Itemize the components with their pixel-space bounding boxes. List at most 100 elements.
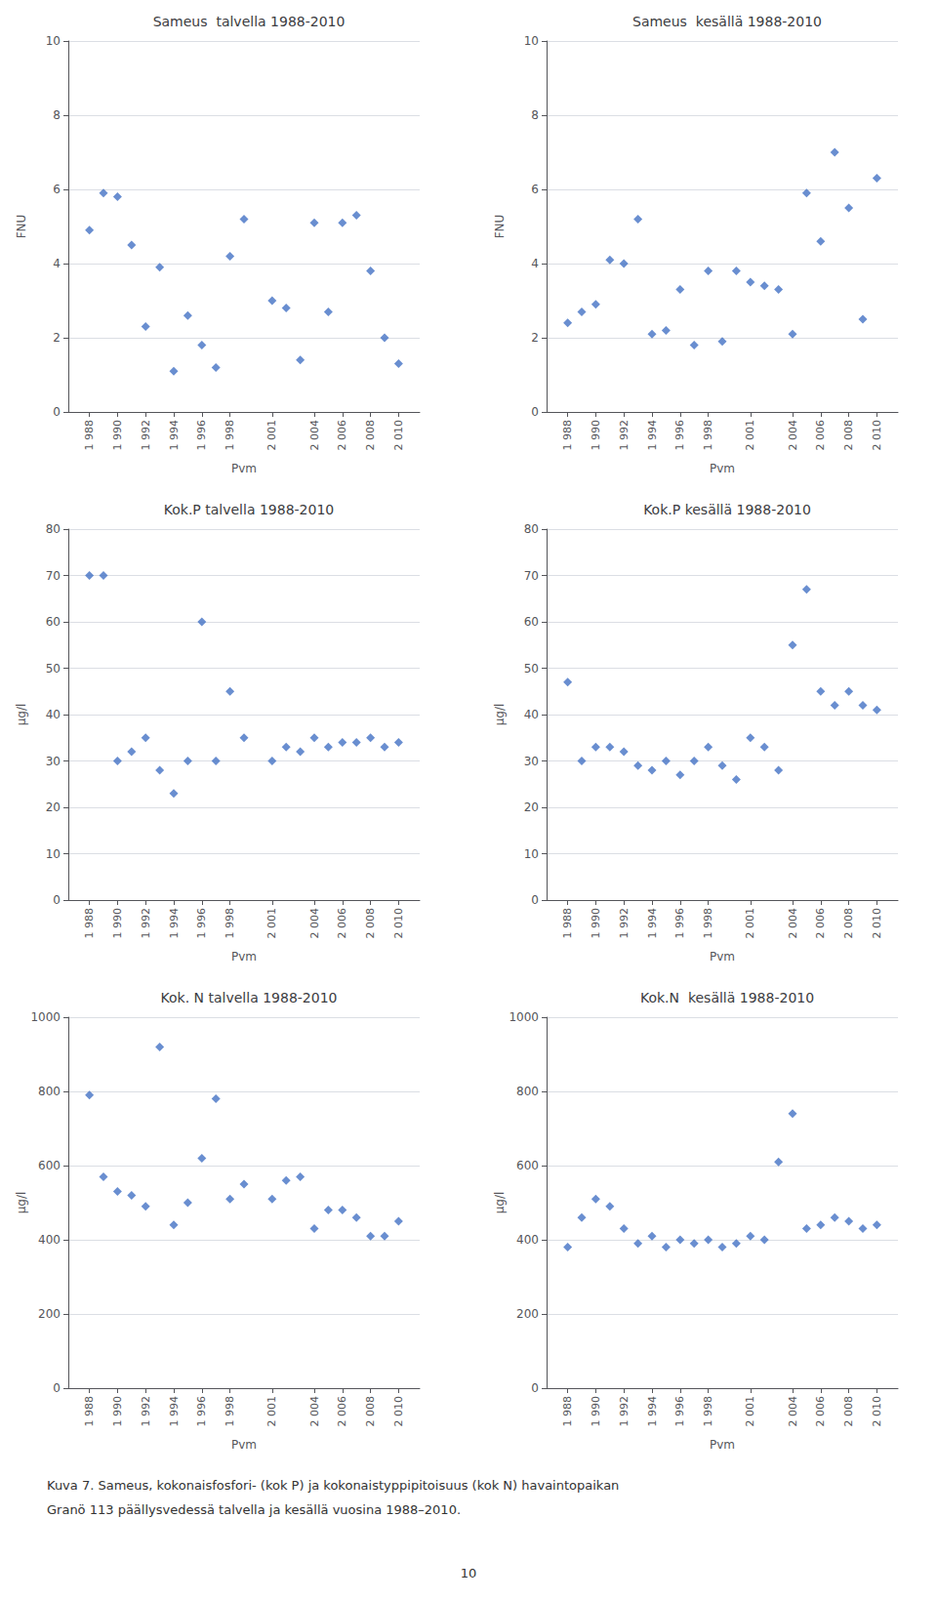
svg-text:2 010: 2 010 <box>870 907 884 939</box>
svg-text:2 008: 2 008 <box>842 419 856 451</box>
svg-text:2 006: 2 006 <box>335 419 349 451</box>
svg-text:2 006: 2 006 <box>335 907 349 939</box>
svg-text:1 990: 1 990 <box>111 907 124 939</box>
svg-text:Kok.N kesällä 1988-2010: Kok.N kesällä 1988-2010 <box>640 989 815 1006</box>
svg-text:Sameus talvella 1988-2010: Sameus talvella 1988-2010 <box>153 13 346 30</box>
svg-text:1 988: 1 988 <box>561 907 574 939</box>
svg-text:2: 2 <box>52 330 61 345</box>
svg-text:1 994: 1 994 <box>167 907 181 939</box>
svg-text:1 988: 1 988 <box>561 419 574 451</box>
svg-text:1 992: 1 992 <box>617 419 631 451</box>
svg-text:Pvm: Pvm <box>709 1437 735 1452</box>
svg-text:Kok.P talvella 1988-2010: Kok.P talvella 1988-2010 <box>163 501 334 518</box>
svg-text:Kok. N talvella 1988-2010: Kok. N talvella 1988-2010 <box>161 989 338 1006</box>
svg-text:10: 10 <box>524 34 539 48</box>
svg-text:4: 4 <box>530 256 539 271</box>
svg-text:2 001: 2 001 <box>743 419 757 451</box>
svg-text:800: 800 <box>516 1084 539 1099</box>
svg-text:10: 10 <box>460 1565 478 1581</box>
svg-text:1 998: 1 998 <box>701 907 715 939</box>
svg-text:Kuva 7. Sameus, kokonaisfosfor: Kuva 7. Sameus, kokonaisfosfori- (kok P)… <box>46 1477 619 1493</box>
svg-text:2 004: 2 004 <box>786 1395 800 1427</box>
svg-text:70: 70 <box>524 569 539 583</box>
svg-text:2 006: 2 006 <box>814 419 827 451</box>
svg-text:2 001: 2 001 <box>265 1395 279 1427</box>
svg-text:1 998: 1 998 <box>701 419 715 451</box>
svg-text:80: 80 <box>45 522 61 536</box>
svg-text:1 990: 1 990 <box>589 1395 603 1427</box>
svg-text:2 010: 2 010 <box>392 1395 406 1427</box>
svg-text:2 001: 2 001 <box>265 419 279 451</box>
svg-text:80: 80 <box>524 522 539 536</box>
svg-text:0: 0 <box>52 1381 61 1395</box>
svg-text:1 998: 1 998 <box>223 419 237 451</box>
svg-text:1 996: 1 996 <box>673 1395 687 1427</box>
svg-text:60: 60 <box>45 614 61 629</box>
svg-text:0: 0 <box>530 1381 539 1395</box>
svg-text:70: 70 <box>45 569 61 583</box>
svg-text:FNU: FNU <box>492 214 507 240</box>
svg-text:2 010: 2 010 <box>392 419 406 451</box>
svg-text:200: 200 <box>38 1306 61 1321</box>
svg-text:1 988: 1 988 <box>82 419 96 451</box>
svg-text:50: 50 <box>524 661 539 676</box>
svg-text:6: 6 <box>52 182 61 197</box>
svg-text:1 988: 1 988 <box>561 1395 574 1427</box>
svg-text:10: 10 <box>45 34 61 48</box>
svg-text:1 996: 1 996 <box>673 907 687 939</box>
svg-text:µg/l: µg/l <box>492 1191 507 1215</box>
svg-text:1 992: 1 992 <box>617 907 631 939</box>
svg-text:1 992: 1 992 <box>617 1395 631 1427</box>
svg-text:Kok.P kesällä 1988-2010: Kok.P kesällä 1988-2010 <box>643 501 812 518</box>
svg-text:2 006: 2 006 <box>335 1395 349 1427</box>
svg-text:2 006: 2 006 <box>814 907 827 939</box>
svg-text:1 990: 1 990 <box>589 907 603 939</box>
svg-text:1 990: 1 990 <box>111 1395 124 1427</box>
svg-text:2 001: 2 001 <box>743 907 757 939</box>
svg-text:1 990: 1 990 <box>111 419 124 451</box>
svg-text:1 998: 1 998 <box>701 1395 715 1427</box>
svg-text:2: 2 <box>530 330 539 345</box>
svg-text:2 008: 2 008 <box>842 907 856 939</box>
svg-text:10: 10 <box>45 847 61 861</box>
svg-text:1 990: 1 990 <box>589 419 603 451</box>
svg-text:2 008: 2 008 <box>364 907 377 939</box>
svg-text:Pvm: Pvm <box>231 949 257 964</box>
svg-text:1 994: 1 994 <box>646 419 659 451</box>
svg-text:Pvm: Pvm <box>231 461 257 476</box>
svg-text:1 994: 1 994 <box>167 1395 181 1427</box>
svg-text:Pvm: Pvm <box>231 1437 257 1452</box>
svg-text:6: 6 <box>530 182 539 197</box>
svg-text:1 994: 1 994 <box>646 1395 659 1427</box>
svg-text:2 004: 2 004 <box>308 907 322 939</box>
svg-text:600: 600 <box>516 1158 539 1173</box>
svg-text:0: 0 <box>52 405 61 419</box>
svg-text:1 996: 1 996 <box>195 1395 208 1427</box>
svg-text:30: 30 <box>45 754 61 769</box>
svg-text:8: 8 <box>52 108 61 123</box>
svg-text:2 004: 2 004 <box>308 1395 322 1427</box>
svg-text:2 004: 2 004 <box>786 419 800 451</box>
svg-text:2 004: 2 004 <box>786 907 800 939</box>
svg-text:1 998: 1 998 <box>223 1395 237 1427</box>
svg-text:50: 50 <box>45 661 61 676</box>
svg-text:2 010: 2 010 <box>870 1395 884 1427</box>
svg-text:0: 0 <box>52 893 61 907</box>
svg-text:2 006: 2 006 <box>814 1395 827 1427</box>
svg-text:800: 800 <box>38 1084 61 1099</box>
svg-text:0: 0 <box>530 405 539 419</box>
svg-text:Granö 113 päällysvedessä talve: Granö 113 päällysvedessä talvella ja kes… <box>46 1502 461 1517</box>
svg-text:8: 8 <box>530 108 539 123</box>
svg-text:20: 20 <box>524 800 539 815</box>
svg-text:Sameus kesällä 1988-2010: Sameus kesällä 1988-2010 <box>632 13 822 30</box>
svg-text:1 992: 1 992 <box>139 907 153 939</box>
svg-text:µg/l: µg/l <box>14 1191 29 1215</box>
svg-text:1 994: 1 994 <box>646 907 659 939</box>
svg-text:40: 40 <box>45 707 61 722</box>
svg-text:0: 0 <box>530 893 539 907</box>
svg-text:2 008: 2 008 <box>842 1395 856 1427</box>
svg-text:2 001: 2 001 <box>265 907 279 939</box>
svg-text:2 010: 2 010 <box>870 419 884 451</box>
svg-text:200: 200 <box>516 1306 539 1321</box>
svg-text:2 008: 2 008 <box>364 1395 377 1427</box>
